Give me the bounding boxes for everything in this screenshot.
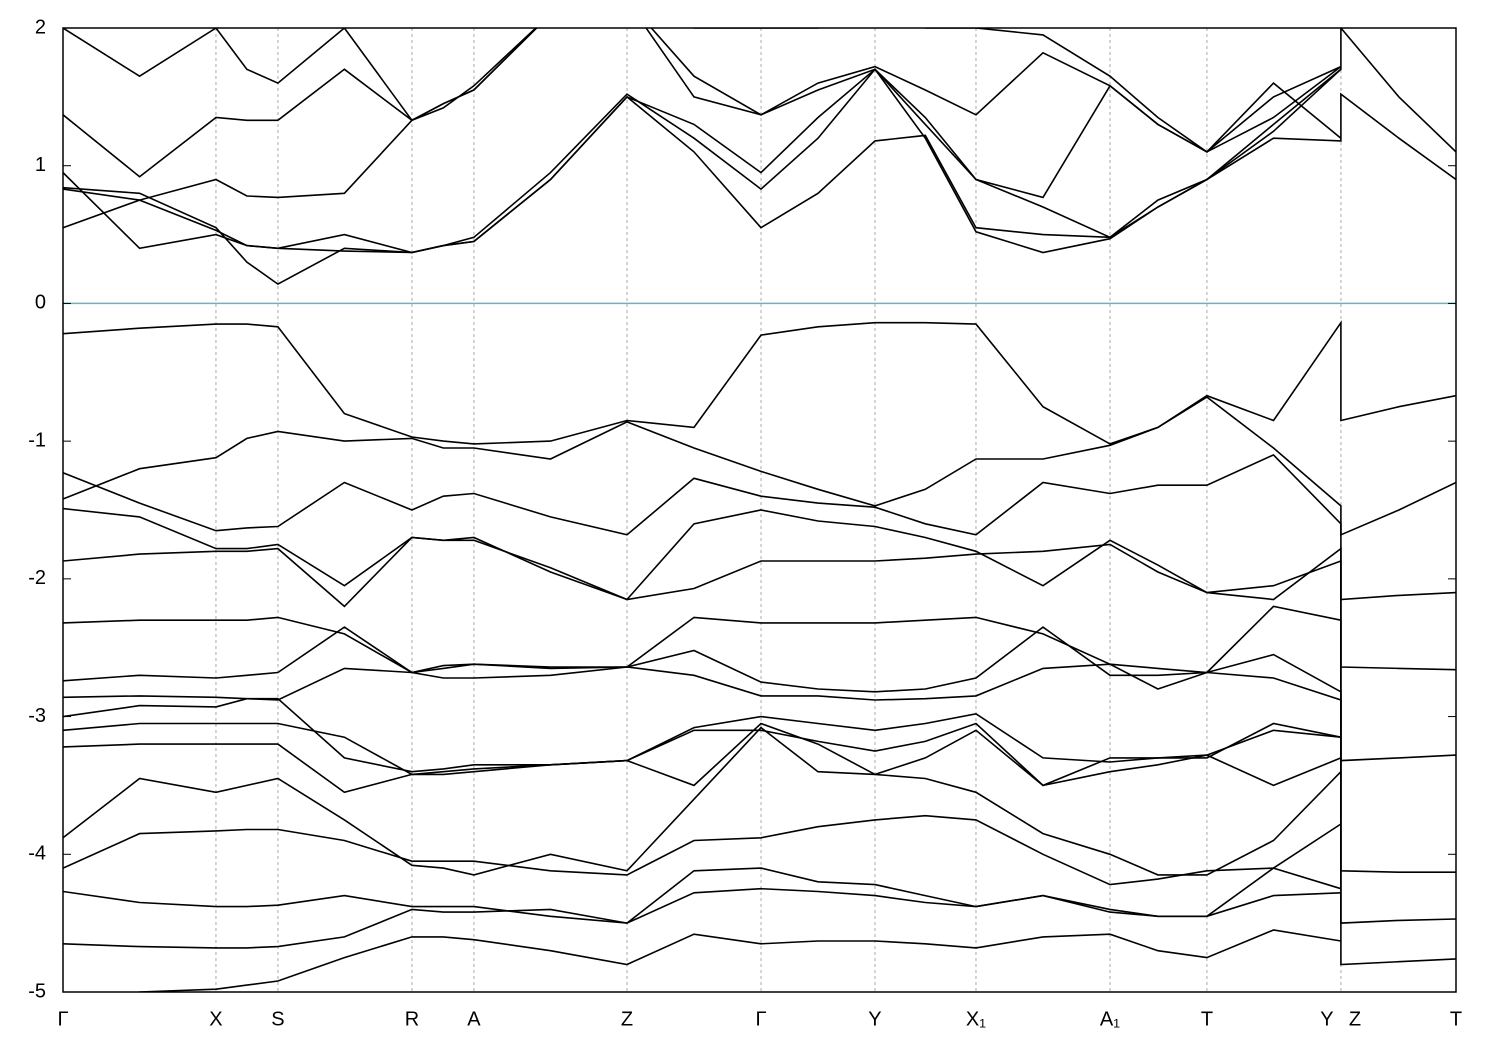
band-line <box>137 929 1342 992</box>
y-tick-label: -1 <box>28 429 46 451</box>
y-tick-label: -5 <box>28 980 46 1002</box>
x-tick-label: Y <box>868 1008 881 1030</box>
x-tick-label: Γ <box>756 1008 767 1030</box>
band-line <box>63 605 1456 873</box>
y-tick-label: -4 <box>28 843 46 865</box>
band-line <box>63 814 1342 886</box>
band-line <box>63 28 1342 178</box>
x-tick-label: X <box>209 1008 222 1030</box>
band-line <box>63 320 1456 445</box>
x-tick-label: S <box>271 1008 284 1030</box>
band-line <box>63 626 1456 924</box>
x-tick-label: X₁ <box>966 1008 986 1030</box>
x-tick-label: Γ <box>57 1008 68 1030</box>
y-tick-label: -2 <box>28 567 46 589</box>
band-line <box>63 28 1342 153</box>
y-tick-label: 2 <box>35 16 46 38</box>
y-tick-label: 1 <box>35 154 46 176</box>
band-line <box>63 28 1342 201</box>
band-line <box>63 726 1342 876</box>
band-line <box>63 92 1456 254</box>
y-tick-label: 0 <box>35 292 46 314</box>
band-line <box>63 722 1342 794</box>
band-line <box>63 867 1342 924</box>
band-line <box>63 887 1341 949</box>
band-line <box>63 663 1456 966</box>
band-line <box>63 68 1342 254</box>
band-line <box>63 536 1456 762</box>
plot-frame <box>62 27 1457 993</box>
band-line <box>63 453 1456 601</box>
band-line <box>63 396 1456 537</box>
x-tick-label: T <box>1201 1008 1213 1030</box>
x-tick-label: A <box>467 1008 481 1030</box>
band-line <box>63 697 1342 773</box>
y-tick-label: -3 <box>28 705 46 727</box>
x-tick-label: A₁ <box>1100 1008 1120 1030</box>
x-tick-label: Z <box>621 1008 633 1030</box>
x-tick-label: Y <box>1320 1008 1333 1030</box>
band-line <box>63 507 1456 671</box>
band-line <box>63 28 1456 286</box>
band-line <box>63 722 1341 787</box>
x-tick-label: R <box>405 1008 419 1030</box>
x-tick-label: T <box>1450 1008 1462 1030</box>
x-tick-label: Z <box>1349 1008 1361 1030</box>
